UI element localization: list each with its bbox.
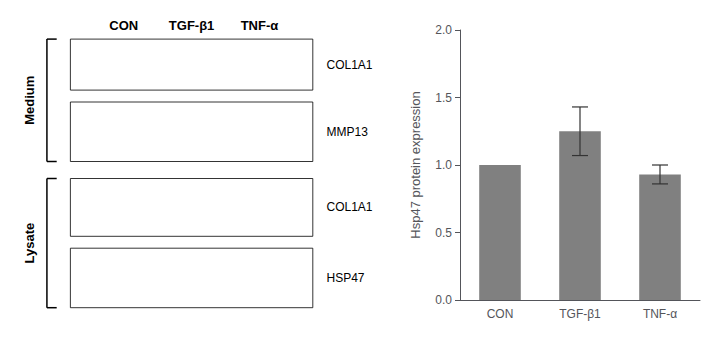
svg-text:Lysate: Lysate xyxy=(22,223,37,264)
svg-text:0.0: 0.0 xyxy=(435,293,452,307)
svg-text:COL1A1: COL1A1 xyxy=(326,58,372,72)
svg-text:TNF-α: TNF-α xyxy=(241,18,279,33)
svg-text:Hsp47 protein expression: Hsp47 protein expression xyxy=(408,91,423,238)
svg-text:TGF-β1: TGF-β1 xyxy=(559,307,601,321)
svg-text:HSP47: HSP47 xyxy=(326,271,364,285)
svg-text:2.0: 2.0 xyxy=(435,23,452,37)
svg-text:CON: CON xyxy=(109,18,138,33)
svg-text:0.5: 0.5 xyxy=(435,226,452,240)
svg-text:1.5: 1.5 xyxy=(435,91,452,105)
svg-text:TNF-α: TNF-α xyxy=(643,307,677,321)
svg-text:1.0: 1.0 xyxy=(435,158,452,172)
svg-text:MMP13: MMP13 xyxy=(326,125,368,139)
svg-text:Medium: Medium xyxy=(22,76,37,125)
svg-text:COL1A1: COL1A1 xyxy=(326,200,372,214)
svg-text:TGF-β1: TGF-β1 xyxy=(169,18,215,33)
svg-text:CON: CON xyxy=(487,307,514,321)
